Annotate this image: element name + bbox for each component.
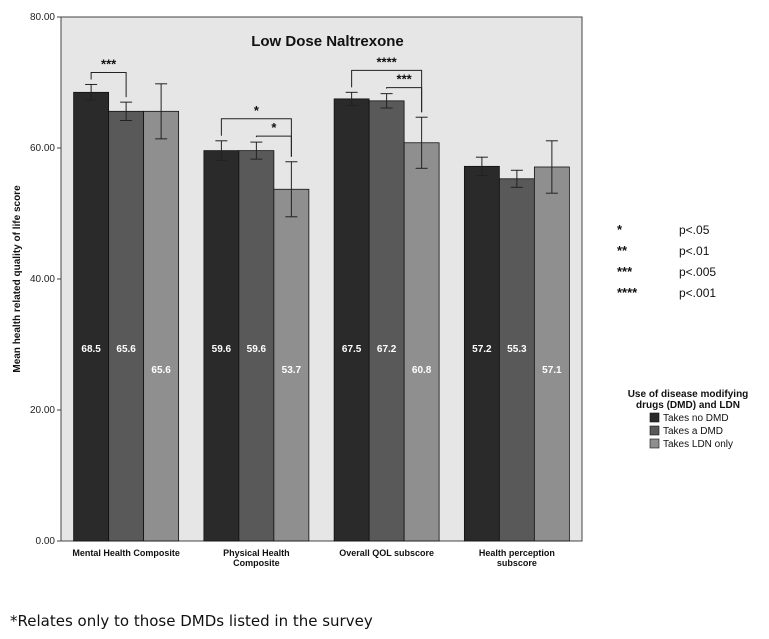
significance-stars: * xyxy=(271,120,277,135)
bar-value-label: 53.7 xyxy=(282,365,302,376)
bar xyxy=(498,178,535,542)
bar-value-label: 59.6 xyxy=(247,344,267,355)
significance-stars: *** xyxy=(101,56,117,71)
bar-value-label: 57.1 xyxy=(542,365,562,376)
y-tick-label: 40.00 xyxy=(30,274,55,285)
legend-swatch xyxy=(649,412,660,423)
legend-item-label: Takes a DMD xyxy=(663,426,723,437)
bar xyxy=(108,110,145,542)
legend-item-label: Takes LDN only xyxy=(663,439,733,450)
key-stars: * xyxy=(617,222,623,237)
y-tick-label: 60.00 xyxy=(30,143,55,154)
category-label: Physical Health xyxy=(223,548,290,558)
chart-title: Low Dose Naltrexone xyxy=(251,33,404,50)
key-p-value: p<.001 xyxy=(679,286,716,300)
bar-value-label: 65.6 xyxy=(151,365,171,376)
bar xyxy=(533,166,570,542)
significance-bracket xyxy=(90,71,127,98)
y-tick-label: 0.00 xyxy=(36,536,56,547)
bar xyxy=(273,188,310,542)
bar xyxy=(143,110,180,542)
bar-value-label: 55.3 xyxy=(507,344,527,355)
key-p-value: p<.005 xyxy=(679,265,716,279)
category-label: Mental Health Composite xyxy=(72,548,180,558)
bar xyxy=(463,165,500,542)
y-axis-label: Mean health related quality of life scor… xyxy=(12,185,23,373)
key-p-value: p<.01 xyxy=(679,244,710,258)
bar-value-label: 60.8 xyxy=(412,365,432,376)
key-p-value: p<.05 xyxy=(679,223,710,237)
y-tick-label: 80.00 xyxy=(30,12,55,23)
legend-swatch xyxy=(649,425,660,436)
significance-bracket xyxy=(386,87,423,113)
significance-stars: **** xyxy=(377,54,398,69)
key-stars: ** xyxy=(617,243,628,258)
significance-stars: *** xyxy=(397,72,413,87)
key-stars: **** xyxy=(617,285,638,300)
bar-value-label: 59.6 xyxy=(212,344,232,355)
category-label: subscore xyxy=(497,558,537,568)
bar xyxy=(403,142,440,542)
category-label: Composite xyxy=(233,558,280,568)
y-tick-label: 20.00 xyxy=(30,405,55,416)
bar xyxy=(333,98,370,542)
key-stars: *** xyxy=(617,264,633,279)
legend-item-label: Takes no DMD xyxy=(663,413,729,424)
legend-swatch xyxy=(649,438,660,449)
legend-title: drugs (DMD) and LDN xyxy=(636,400,740,411)
bar-value-label: 67.5 xyxy=(342,344,362,355)
significance-bracket xyxy=(255,135,292,157)
legend-title: Use of disease modifying xyxy=(628,389,749,400)
bar-value-label: 68.5 xyxy=(81,344,101,355)
bar xyxy=(368,100,405,542)
bar xyxy=(73,91,110,542)
bar-value-label: 65.6 xyxy=(116,344,136,355)
significance-stars: * xyxy=(254,103,260,118)
category-label: Health perception xyxy=(479,548,555,558)
footnote: *Relates only to those DMDs listed in th… xyxy=(10,612,373,630)
bar-value-label: 57.2 xyxy=(472,344,492,355)
category-label: Overall QOL subscore xyxy=(339,548,434,558)
bar-value-label: 67.2 xyxy=(377,344,397,355)
bar xyxy=(203,150,240,542)
